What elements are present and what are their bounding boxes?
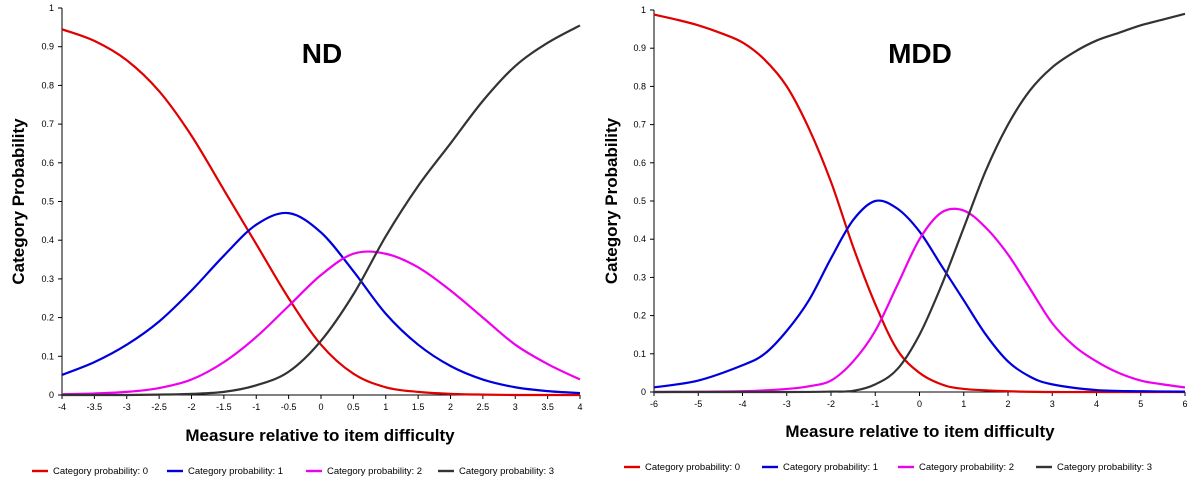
series-line-category-3 — [61, 24, 581, 397]
y-tick-label: 0.9 — [633, 43, 646, 53]
x-tick-label: -1 — [252, 402, 260, 412]
x-tick-label: -6 — [650, 399, 658, 409]
legend-label-category-3: Category probability: 3 — [459, 466, 554, 477]
series-line-category-1 — [653, 199, 1186, 393]
y-tick-label: 0.3 — [41, 274, 54, 284]
legend-label-category-1: Category probability: 1 — [188, 466, 283, 477]
series-line-category-0 — [653, 13, 1185, 394]
x-tick-label: -2 — [187, 402, 195, 412]
y-tick-label: 0.5 — [633, 196, 646, 206]
x-axis-label: Measure relative to item difficulty — [785, 422, 1055, 441]
x-tick-label: -0.5 — [281, 402, 297, 412]
x-tick-label: 2 — [448, 402, 453, 412]
y-tick-label: 0.8 — [633, 81, 646, 91]
x-tick-label: 1 — [383, 402, 388, 412]
y-tick-label: 1 — [49, 3, 54, 13]
y-tick-label: 0.2 — [41, 313, 54, 323]
x-tick-label: 4 — [577, 402, 582, 412]
y-tick-label: 0.9 — [41, 42, 54, 52]
x-tick-label: 3.5 — [541, 402, 554, 412]
y-tick-label: 1 — [641, 5, 646, 15]
chart-title: MDD — [888, 38, 952, 69]
series-line-category-2 — [61, 250, 581, 396]
series-line-category-1 — [61, 211, 581, 395]
x-tick-label: 0.5 — [347, 402, 360, 412]
y-axis-label: Category Probability — [602, 117, 621, 284]
series-line-category-2 — [653, 207, 1186, 394]
y-tick-label: 0.1 — [41, 351, 54, 361]
x-tick-label: 6 — [1182, 399, 1187, 409]
y-tick-label: 0.7 — [41, 119, 54, 129]
x-tick-label: 3 — [1050, 399, 1055, 409]
legend-label-category-0: Category probability: 0 — [645, 462, 740, 473]
x-tick-label: -3.5 — [87, 402, 103, 412]
chart-panel-1: 0 0.1 0.2 0.3 0.4 0.5 0.6 0.7 0.8 0.9 1 -4 -3.5 -3 -2.… — [9, 3, 583, 477]
x-tick-label: -2.5 — [151, 402, 167, 412]
y-tick-label: 0.6 — [633, 158, 646, 168]
y-tick-label: 0 — [641, 387, 646, 397]
y-tick-label: 0.1 — [633, 349, 646, 359]
x-tick-label: -2 — [827, 399, 835, 409]
chart-panel-2: 0 0.1 0.2 0.3 0.4 0.5 0.6 0.7 0.8 0.9 1 -6 -5 -4 -3 -2 -… — [602, 5, 1188, 473]
y-tick-label: 0.3 — [633, 272, 646, 282]
x-tick-label: 5 — [1138, 399, 1143, 409]
x-tick-label: 0 — [318, 402, 323, 412]
series-line-category-3 — [653, 12, 1186, 394]
y-tick-label: 0.6 — [41, 158, 54, 168]
y-tick-label: 0.7 — [633, 120, 646, 130]
y-tick-label: 0 — [49, 390, 54, 400]
y-tick-label: 0.5 — [41, 197, 54, 207]
x-tick-label: -4 — [738, 399, 746, 409]
y-tick-label: 0.8 — [41, 80, 54, 90]
x-tick-label: -5 — [694, 399, 702, 409]
x-tick-label: 2 — [1005, 399, 1010, 409]
x-tick-label: 4 — [1094, 399, 1099, 409]
legend-label-category-2: Category probability: 2 — [327, 466, 422, 477]
x-tick-label: 1 — [961, 399, 966, 409]
y-tick-label: 0.4 — [41, 235, 54, 245]
x-tick-label: -4 — [58, 402, 66, 412]
legend-label-category-1: Category probability: 1 — [783, 462, 878, 473]
x-tick-label: 3 — [513, 402, 518, 412]
x-tick-label: 1.5 — [412, 402, 425, 412]
series-line-category-0 — [61, 28, 580, 397]
chart-title: ND — [302, 38, 342, 69]
x-axis-label: Measure relative to item difficulty — [185, 426, 455, 445]
x-tick-label: 0 — [917, 399, 922, 409]
x-tick-label: -3 — [123, 402, 131, 412]
x-tick-label: -1.5 — [216, 402, 232, 412]
legend-label-category-3: Category probability: 3 — [1057, 462, 1152, 473]
y-tick-label: 0.4 — [633, 234, 646, 244]
x-tick-label: -3 — [783, 399, 791, 409]
y-tick-label: 0.2 — [633, 311, 646, 321]
x-tick-label: 2.5 — [477, 402, 490, 412]
legend-label-category-2: Category probability: 2 — [919, 462, 1014, 473]
y-axis-label: Category Probability — [9, 118, 28, 285]
x-tick-label: -1 — [871, 399, 879, 409]
legend-label-category-0: Category probability: 0 — [53, 466, 148, 477]
